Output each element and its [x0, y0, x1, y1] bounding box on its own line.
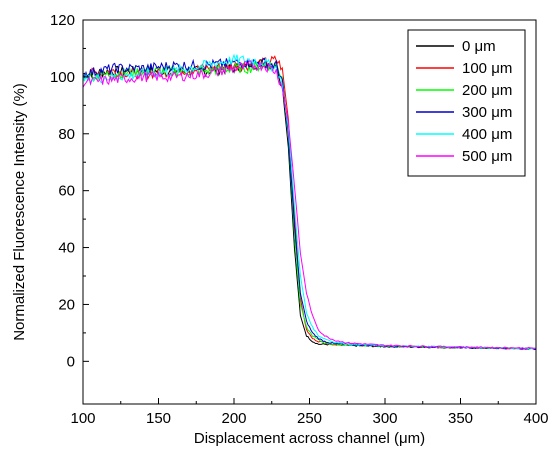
series-line-5 [82, 60, 537, 350]
y-tick-label: 40 [58, 240, 75, 257]
legend-label: 200 μm [462, 82, 512, 99]
x-axis: 100 150 200 250 300 350 400 [70, 398, 549, 427]
legend-label: 100 μm [462, 60, 512, 77]
legend-label: 0 μm [462, 38, 496, 55]
y-tick-label: 60 [58, 183, 75, 200]
x-tick-label: 400 [523, 410, 548, 427]
y-tick-label: 80 [58, 126, 75, 143]
x-tick-label: 250 [297, 410, 322, 427]
y-tick-label: 120 [50, 12, 75, 29]
legend-box [407, 29, 526, 177]
legend-label: 300 μm [462, 104, 512, 121]
y-tick-label: 0 [67, 353, 75, 370]
legend: 0 μm 100 μm 200 μm 300 μm 400 μm 500 μm [407, 29, 526, 177]
x-tick-label: 100 [70, 410, 95, 427]
x-tick-label: 300 [372, 410, 397, 427]
y-axis-label: Normalized Fluorescence Intensity (%) [11, 83, 28, 341]
series-layer [82, 53, 537, 350]
legend-label: 400 μm [462, 126, 512, 143]
y-tick-label: 20 [58, 296, 75, 313]
x-tick-label: 200 [221, 410, 246, 427]
y-tick-label: 100 [50, 69, 75, 86]
y-axis: 0 20 40 60 80 100 120 [50, 12, 89, 370]
x-axis-label: Displacement across channel (μm) [194, 430, 425, 447]
x-tick-label: 350 [448, 410, 473, 427]
legend-label: 500 μm [462, 148, 512, 165]
x-tick-label: 150 [146, 410, 171, 427]
